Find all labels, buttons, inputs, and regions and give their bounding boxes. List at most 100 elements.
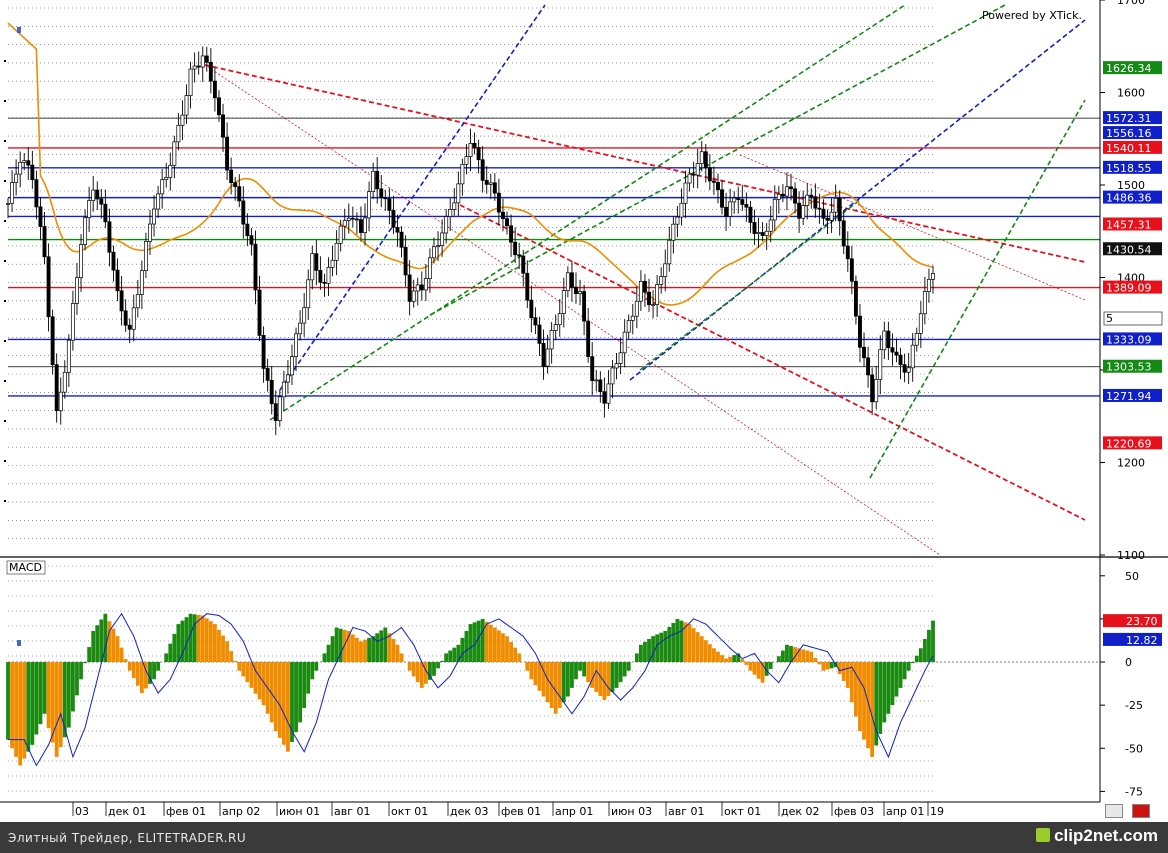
price-y-tick-label: 1100 bbox=[1117, 549, 1145, 562]
candle-up bbox=[918, 313, 923, 334]
candle-up bbox=[695, 163, 700, 176]
macd-bar bbox=[62, 662, 67, 738]
candle-down bbox=[225, 136, 230, 171]
candle-down bbox=[34, 179, 39, 208]
macd-bar bbox=[545, 662, 550, 703]
candle-down bbox=[204, 55, 209, 63]
macd-bar bbox=[277, 662, 282, 738]
candle-up bbox=[22, 160, 27, 163]
macd-bar bbox=[95, 625, 100, 663]
x-tick-label: апр 02 bbox=[222, 805, 260, 818]
candle-down bbox=[590, 356, 595, 381]
partial-input-box[interactable] bbox=[1103, 311, 1163, 326]
macd-bar bbox=[927, 629, 931, 663]
green-inner-line bbox=[639, 199, 861, 371]
macd-bar bbox=[501, 633, 505, 663]
candle-down bbox=[574, 286, 578, 295]
candle-down bbox=[837, 197, 842, 222]
candle-down bbox=[866, 357, 871, 376]
candle-down bbox=[845, 245, 850, 260]
candle-down bbox=[707, 167, 712, 182]
candle-up bbox=[188, 68, 193, 96]
x-tick-label: апр 01 bbox=[886, 805, 924, 818]
candle-down bbox=[853, 280, 858, 317]
candle-up bbox=[448, 209, 453, 217]
candle-down bbox=[505, 218, 509, 227]
candle-up bbox=[561, 290, 566, 314]
toolbar-button[interactable] bbox=[1105, 804, 1123, 818]
macd-bar bbox=[638, 644, 643, 663]
macd-bar bbox=[75, 662, 79, 696]
candle-up bbox=[436, 245, 440, 248]
price-tag-red bbox=[1103, 436, 1162, 450]
candle-down bbox=[517, 254, 522, 257]
candle-up bbox=[432, 246, 436, 259]
candle-up bbox=[290, 356, 294, 376]
macd-bar bbox=[805, 650, 810, 663]
green-steep-channel-line bbox=[869, 99, 1086, 479]
macd-bar bbox=[614, 662, 619, 688]
macd-bar bbox=[720, 655, 724, 663]
candle-down bbox=[257, 289, 262, 336]
macd-bar bbox=[26, 662, 31, 752]
macd-bar bbox=[436, 662, 440, 669]
candle-down bbox=[643, 281, 647, 293]
footer-site-label: Элитный Трейдер, ELITETRADER.RU bbox=[8, 831, 247, 845]
left-marker bbox=[17, 27, 21, 33]
candle-down bbox=[797, 202, 802, 219]
x-tick-label: фев 01 bbox=[501, 805, 541, 818]
macd-bar bbox=[488, 624, 493, 663]
macd-bar bbox=[643, 641, 647, 663]
candle-down bbox=[103, 203, 108, 223]
macd-bar bbox=[127, 662, 132, 671]
candle-down bbox=[793, 188, 798, 204]
macd-bar bbox=[740, 659, 745, 663]
candle-down bbox=[127, 324, 132, 330]
price-tag-red bbox=[1103, 140, 1162, 154]
macd-bar bbox=[375, 633, 380, 663]
macd-bar bbox=[866, 662, 870, 749]
macd-bar bbox=[456, 644, 461, 663]
macd-bar bbox=[829, 662, 834, 669]
macd-bar bbox=[598, 662, 603, 696]
macd-bar bbox=[111, 628, 116, 663]
footer-brand-label: clip2net.com bbox=[1054, 826, 1158, 845]
macd-bar bbox=[184, 617, 189, 663]
macd-bar bbox=[217, 629, 221, 663]
macd-bar bbox=[683, 622, 688, 663]
macd-bar bbox=[176, 624, 181, 663]
candle-down bbox=[265, 368, 270, 381]
candle-up bbox=[679, 202, 684, 218]
macd-bar bbox=[647, 639, 651, 663]
candle-up bbox=[805, 194, 810, 206]
x-tick-label: окт 01 bbox=[724, 805, 761, 818]
credit-label: Powered by XTick. bbox=[982, 9, 1082, 22]
macd-bar bbox=[168, 643, 173, 663]
price-tag-blue bbox=[1103, 332, 1162, 346]
candle-up bbox=[363, 217, 367, 233]
x-tick-label: июн 03 bbox=[611, 805, 652, 818]
candle-up bbox=[638, 281, 643, 302]
candle-down bbox=[395, 226, 400, 233]
macd-bar bbox=[371, 636, 376, 663]
candle-up bbox=[728, 201, 733, 217]
price-tag-blue bbox=[1103, 126, 1162, 140]
candle-up bbox=[184, 95, 189, 116]
macd-bar bbox=[139, 662, 144, 694]
macd-bar bbox=[286, 662, 290, 752]
close-button[interactable] bbox=[1132, 804, 1150, 818]
candle-down bbox=[241, 200, 246, 225]
candle-up bbox=[131, 307, 136, 330]
macd-bar bbox=[736, 653, 741, 663]
macd-bar bbox=[594, 662, 599, 692]
candle-down bbox=[196, 65, 201, 68]
macd-bar bbox=[200, 615, 205, 663]
candle-up bbox=[833, 197, 838, 213]
macd-bar bbox=[152, 662, 156, 680]
clip2net-logo-icon bbox=[1036, 828, 1051, 842]
candle-down bbox=[886, 330, 891, 348]
candle-down bbox=[46, 256, 51, 318]
macd-bar bbox=[322, 653, 327, 663]
macd-bar bbox=[330, 636, 335, 663]
